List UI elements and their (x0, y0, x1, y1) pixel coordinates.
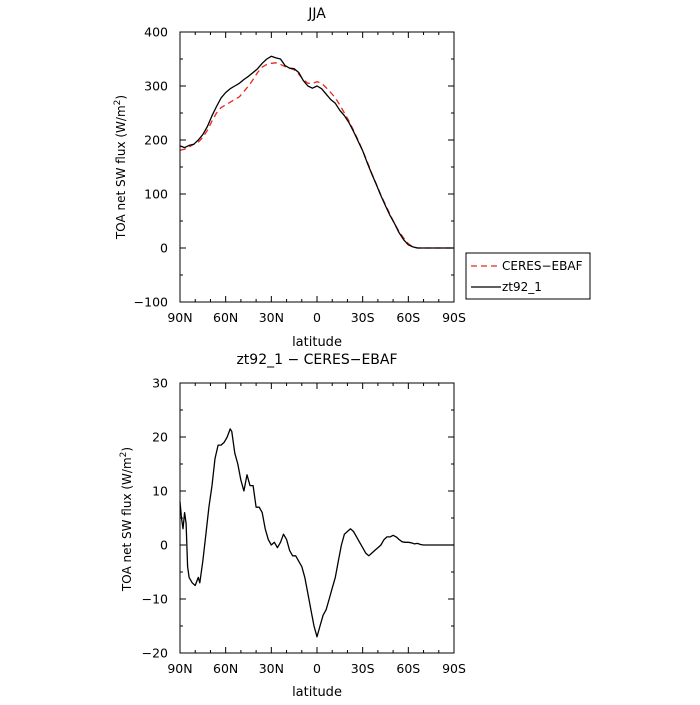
legend-label-zt92: zt92_1 (502, 280, 542, 294)
y-axis-label-top-sup: 2 (113, 100, 123, 106)
legend-box (465, 252, 591, 300)
y-tick-label-top: 0 (160, 241, 168, 256)
y-tick-label-bottom: −10 (142, 592, 168, 607)
legend: CERES−EBAF zt92_1 (465, 252, 591, 300)
y-tick-label-bottom: 30 (152, 376, 168, 391)
x-tick-label-top: 90S (442, 310, 466, 325)
chart-title-top: JJA (307, 6, 326, 22)
x-tick-label-top: 60N (213, 310, 238, 325)
x-tick-label-top: 60S (396, 310, 420, 325)
y-tick-labels-top: −100 0 100 200 300 400 (134, 25, 168, 310)
y-tick-label-bottom: 20 (152, 430, 168, 445)
y-tick-label-top: 200 (144, 133, 168, 148)
x-tick-label-top: 30N (259, 310, 284, 325)
y-tick-labels-bottom: −20 −10 0 10 20 30 (142, 376, 168, 661)
series-line-top-2 (179, 55, 454, 249)
y-axis-label-bottom-sup: 2 (119, 452, 129, 458)
y-tick-label-bottom: 10 (152, 484, 168, 499)
x-tick-label-top: 30S (351, 310, 375, 325)
x-tick-label-bottom: 30N (259, 661, 284, 676)
x-tick-label-bottom: 60S (396, 661, 420, 676)
x-tick-label-bottom: 90N (167, 661, 192, 676)
y-tick-label-top: 400 (144, 25, 168, 40)
y-axis-label-top-close: ) (114, 95, 128, 100)
plot-frame-top (179, 31, 455, 303)
legend-label-ceres: CERES−EBAF (502, 259, 583, 273)
x-tick-label-top: 0 (313, 310, 321, 325)
y-axis-label-top-main: TOA net SW flux (W/m (114, 105, 128, 240)
y-axis-label-bottom-close: ) (120, 447, 134, 452)
x-tick-label-bottom: 0 (313, 661, 321, 676)
y-axis-label-bottom-main: TOA net SW flux (W/m (120, 457, 134, 592)
x-tick-label-top: 90N (167, 310, 192, 325)
x-tick-label-bottom: 60N (213, 661, 238, 676)
y-tick-label-top: 300 (144, 79, 168, 94)
x-tick-labels-bottom: 90N 60N 30N 0 30S 60S 90S (167, 661, 466, 676)
y-axis-label-bottom: TOA net SW flux (W/m2) (119, 447, 134, 592)
x-axis-label-bottom: latitude (292, 685, 342, 700)
y-tick-label-bottom: 0 (160, 538, 168, 553)
x-tick-label-bottom: 90S (442, 661, 466, 676)
x-tick-label-bottom: 30S (351, 661, 375, 676)
x-axis-label-top: latitude (292, 335, 342, 350)
x-tick-labels-top: 90N 60N 30N 0 30S 60S 90S (167, 310, 466, 325)
y-tick-label-top: −100 (134, 295, 168, 310)
y-tick-label-top: 100 (144, 187, 168, 202)
series-line-top-1 (179, 62, 454, 249)
plot-frame-bottom (179, 382, 455, 654)
y-axis-label-top: TOA net SW flux (W/m2) (113, 95, 128, 240)
series-line-bottom-1 (179, 428, 454, 638)
plot-area-bottom (179, 382, 455, 654)
chart-title-bottom: zt92_1 − CERES−EBAF (236, 352, 397, 368)
plot-area-top (179, 31, 455, 303)
y-tick-label-bottom: −20 (142, 646, 168, 661)
